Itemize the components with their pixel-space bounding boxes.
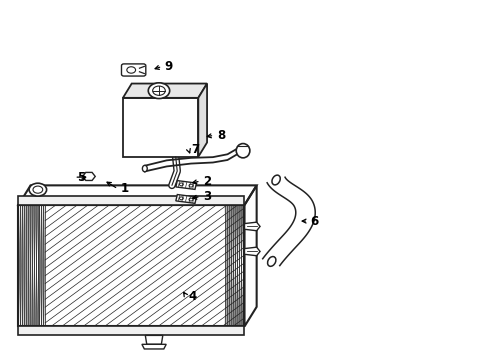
Ellipse shape — [142, 165, 147, 172]
Ellipse shape — [236, 144, 249, 158]
Polygon shape — [145, 336, 163, 344]
Polygon shape — [244, 247, 260, 256]
Polygon shape — [19, 196, 244, 205]
Ellipse shape — [271, 175, 280, 185]
Circle shape — [33, 186, 42, 193]
Circle shape — [126, 67, 135, 73]
Polygon shape — [19, 327, 244, 336]
Text: 5: 5 — [77, 171, 85, 184]
Text: 3: 3 — [203, 190, 211, 203]
Text: 9: 9 — [164, 60, 173, 73]
Circle shape — [179, 197, 183, 200]
Circle shape — [188, 198, 192, 201]
Polygon shape — [262, 177, 315, 266]
Circle shape — [179, 183, 183, 186]
Circle shape — [29, 183, 46, 196]
Circle shape — [188, 184, 192, 187]
Text: 1: 1 — [120, 183, 128, 195]
Text: 4: 4 — [188, 289, 197, 303]
Text: 8: 8 — [216, 129, 224, 142]
Ellipse shape — [267, 257, 275, 266]
Polygon shape — [176, 181, 196, 189]
Polygon shape — [198, 84, 206, 157]
FancyBboxPatch shape — [121, 64, 145, 76]
Text: 2: 2 — [203, 175, 211, 188]
Circle shape — [148, 83, 169, 99]
Text: 7: 7 — [191, 143, 199, 156]
Polygon shape — [244, 222, 260, 231]
Polygon shape — [122, 98, 198, 157]
Polygon shape — [176, 194, 196, 203]
Circle shape — [152, 86, 165, 95]
Text: 6: 6 — [310, 215, 318, 228]
Polygon shape — [142, 344, 166, 349]
Polygon shape — [122, 84, 206, 98]
